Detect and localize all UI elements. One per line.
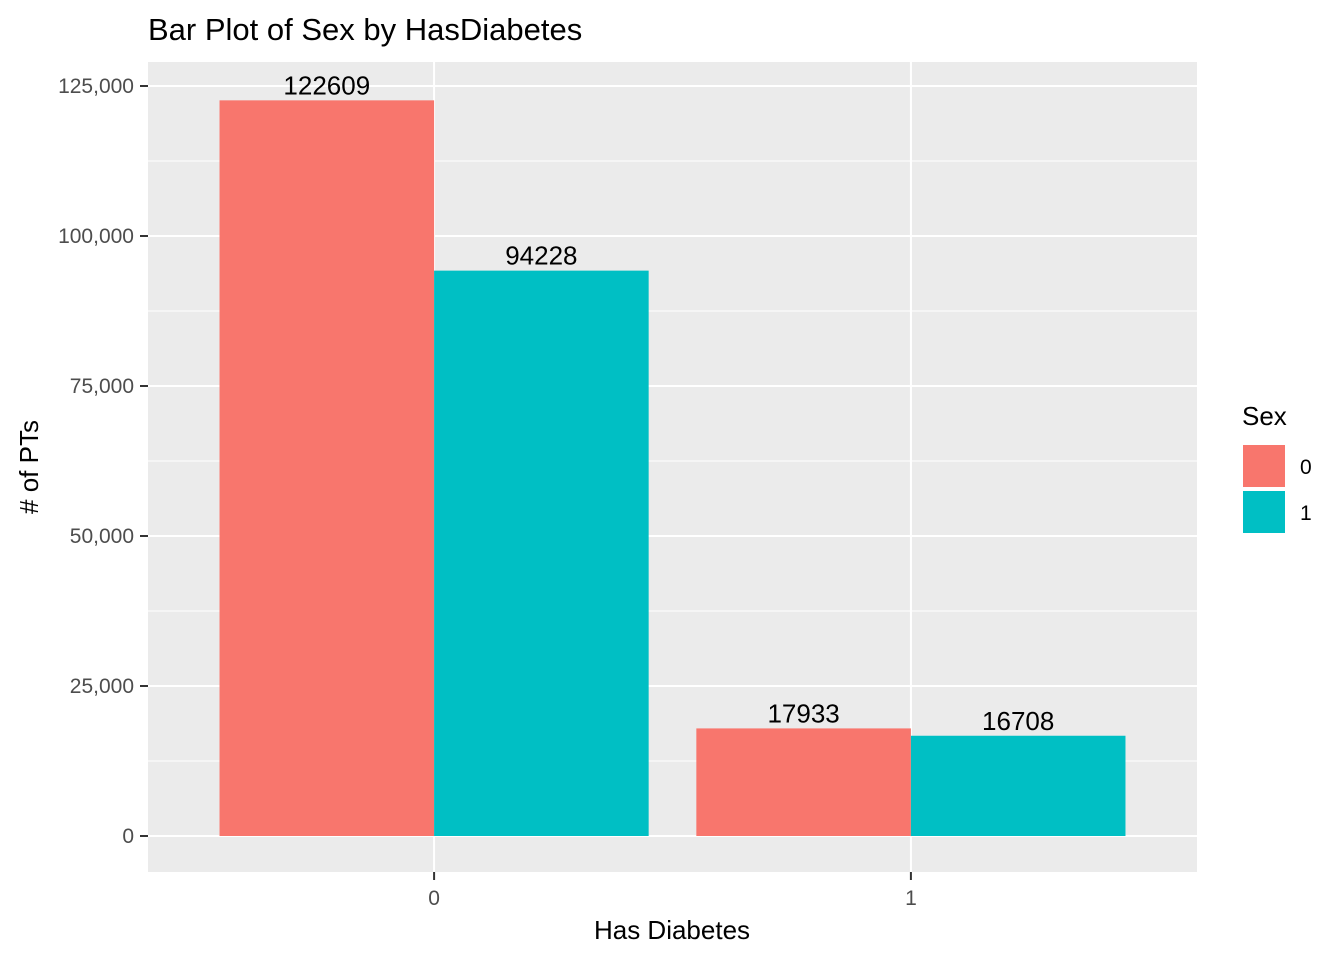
data-label: 94228 bbox=[505, 241, 577, 271]
data-label: 122609 bbox=[283, 70, 370, 100]
chart-title: Bar Plot of Sex by HasDiabetes bbox=[148, 12, 582, 47]
data-label: 17933 bbox=[767, 698, 839, 728]
y-tick-label: 125,000 bbox=[58, 75, 134, 98]
y-tick-label: 100,000 bbox=[58, 225, 134, 248]
bar bbox=[219, 100, 435, 836]
bar bbox=[696, 728, 911, 836]
bar bbox=[434, 270, 649, 837]
legend-label: 0 bbox=[1300, 456, 1312, 479]
data-label: 16708 bbox=[982, 706, 1054, 736]
data-labels: 122609 94228 17933 16708 bbox=[283, 70, 1054, 735]
x-axis-title: Has Diabetes bbox=[594, 915, 750, 945]
x-tick-label: 1 bbox=[905, 887, 917, 910]
y-axis-title: # of PTs bbox=[14, 420, 44, 514]
bars bbox=[219, 100, 1126, 837]
y-tick-label: 25,000 bbox=[70, 675, 134, 698]
legend: Sex 0 1 bbox=[1241, 401, 1312, 535]
legend-key bbox=[1241, 443, 1287, 489]
y-tick-label: 0 bbox=[122, 825, 134, 848]
y-axis: 0 25,000 50,000 75,000 100,000 125,000 bbox=[58, 75, 148, 848]
legend-title: Sex bbox=[1242, 401, 1287, 431]
y-tick-label: 75,000 bbox=[70, 375, 134, 398]
legend-key bbox=[1241, 489, 1287, 535]
legend-label: 1 bbox=[1300, 502, 1312, 525]
y-tick-label: 50,000 bbox=[70, 525, 134, 548]
bar bbox=[910, 735, 1126, 836]
x-tick-label: 0 bbox=[428, 887, 440, 910]
